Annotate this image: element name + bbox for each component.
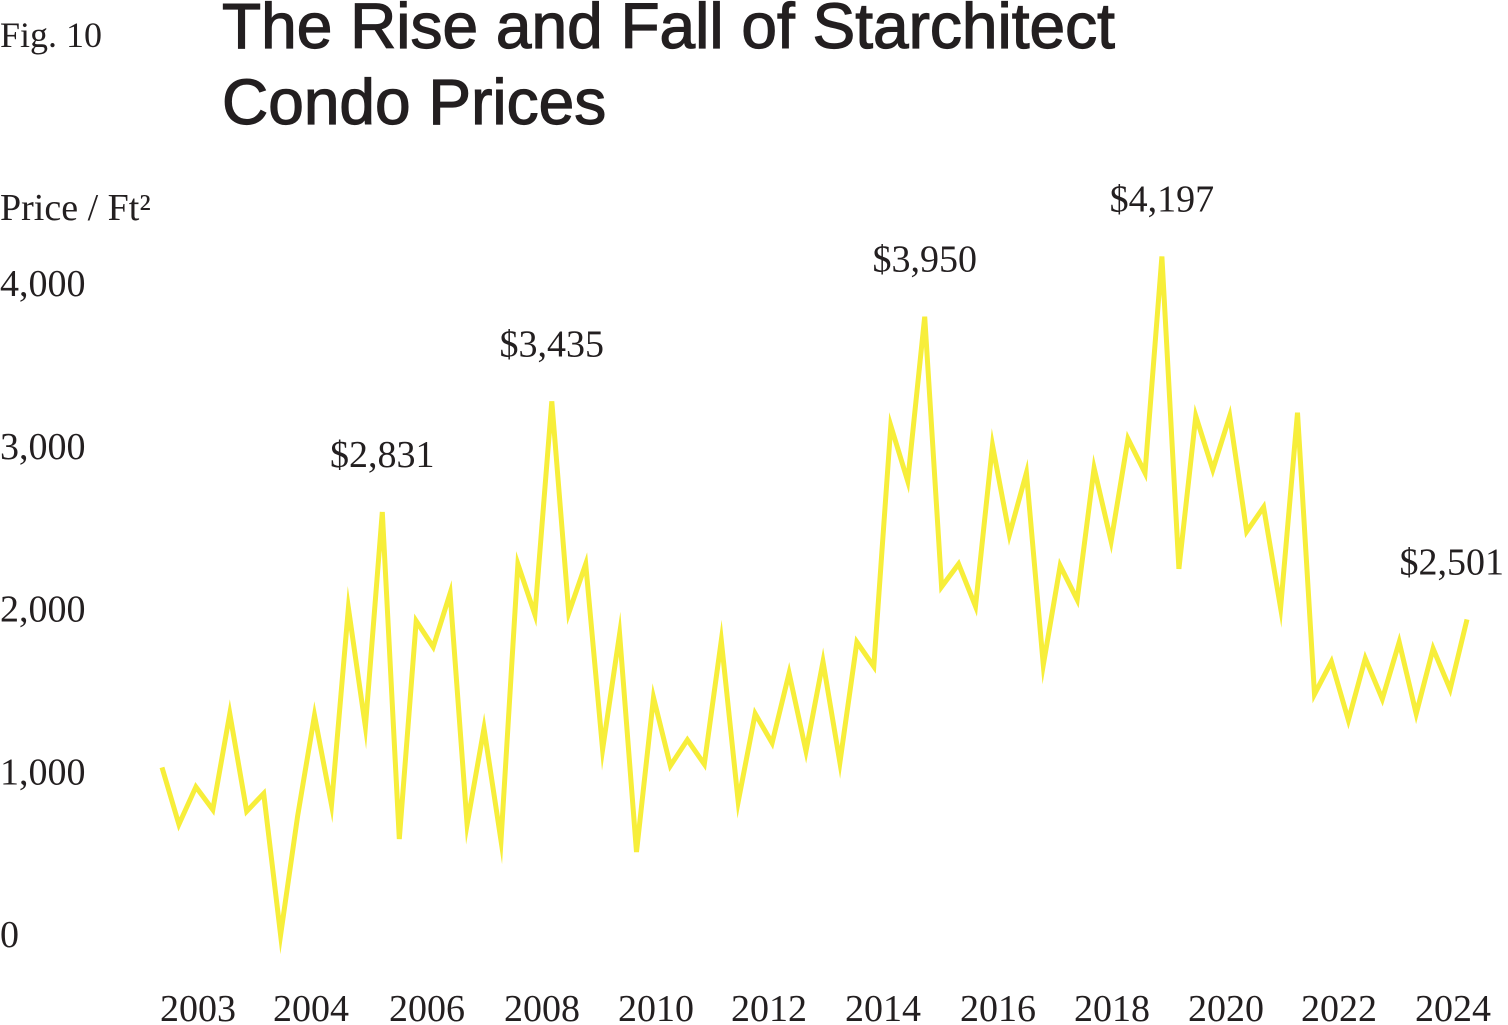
peak-annotations: $2,831 $3,435 $3,950 $4,197 $2,501 [330, 179, 1504, 584]
price-series [159, 256, 1470, 955]
y-tick-label: 2,000 [0, 589, 86, 631]
chart-title-line-2: Condo Prices [221, 65, 607, 138]
x-tick-label: 2012 [731, 988, 807, 1025]
y-tick-label: 3,000 [0, 426, 86, 468]
peak-value-label: $4,197 [1110, 179, 1215, 221]
x-tick-label: 2006 [389, 988, 465, 1025]
peak-value-label: $2,501 [1400, 541, 1505, 583]
y-axis-label: Price / Ft² [0, 187, 151, 229]
chart-title-line-1: The Rise and Fall of Starchitect [221, 0, 1115, 63]
x-tick-label: 2016 [960, 988, 1036, 1025]
x-tick-label: 2018 [1074, 988, 1150, 1025]
peak-value-label: $2,831 [330, 434, 435, 476]
x-axis-ticks: 2003 2004 2006 2008 2010 2012 2014 2016 2018 2020… [160, 988, 1491, 1025]
y-tick-label: 1,000 [0, 751, 86, 793]
chart-title: The Rise and Fall of Starchitect Condo P… [221, 0, 1422, 140]
peak-value-label: $3,435 [500, 323, 605, 365]
figure-number: Fig. 10 [0, 15, 103, 55]
y-axis-ticks: 0 1,000 2,000 3,000 4,000 [0, 263, 86, 956]
price-line [159, 256, 1470, 955]
x-tick-label: 2010 [618, 988, 694, 1025]
y-tick-label: 0 [0, 914, 19, 956]
x-tick-label: 2020 [1188, 988, 1264, 1025]
x-tick-label: 2004 [273, 988, 349, 1025]
peak-value-label: $3,950 [872, 239, 977, 281]
y-tick-label: 4,000 [0, 263, 86, 305]
x-tick-label: 2022 [1301, 988, 1377, 1025]
x-tick-label: 2024 [1415, 988, 1491, 1025]
x-tick-label: 2003 [160, 988, 236, 1025]
x-tick-label: 2014 [845, 988, 921, 1025]
x-tick-label: 2008 [504, 988, 580, 1025]
